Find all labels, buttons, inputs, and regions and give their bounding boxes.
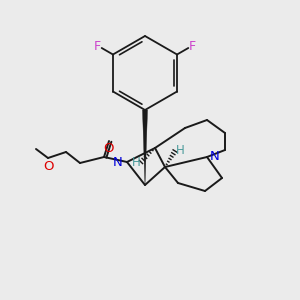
Text: F: F xyxy=(94,40,101,53)
Text: O: O xyxy=(44,160,54,172)
Text: H: H xyxy=(132,157,140,169)
Text: O: O xyxy=(103,142,113,154)
Text: H: H xyxy=(176,143,184,157)
Text: N: N xyxy=(210,151,220,164)
Text: N: N xyxy=(113,155,123,169)
Polygon shape xyxy=(142,110,148,185)
Text: F: F xyxy=(189,40,196,53)
